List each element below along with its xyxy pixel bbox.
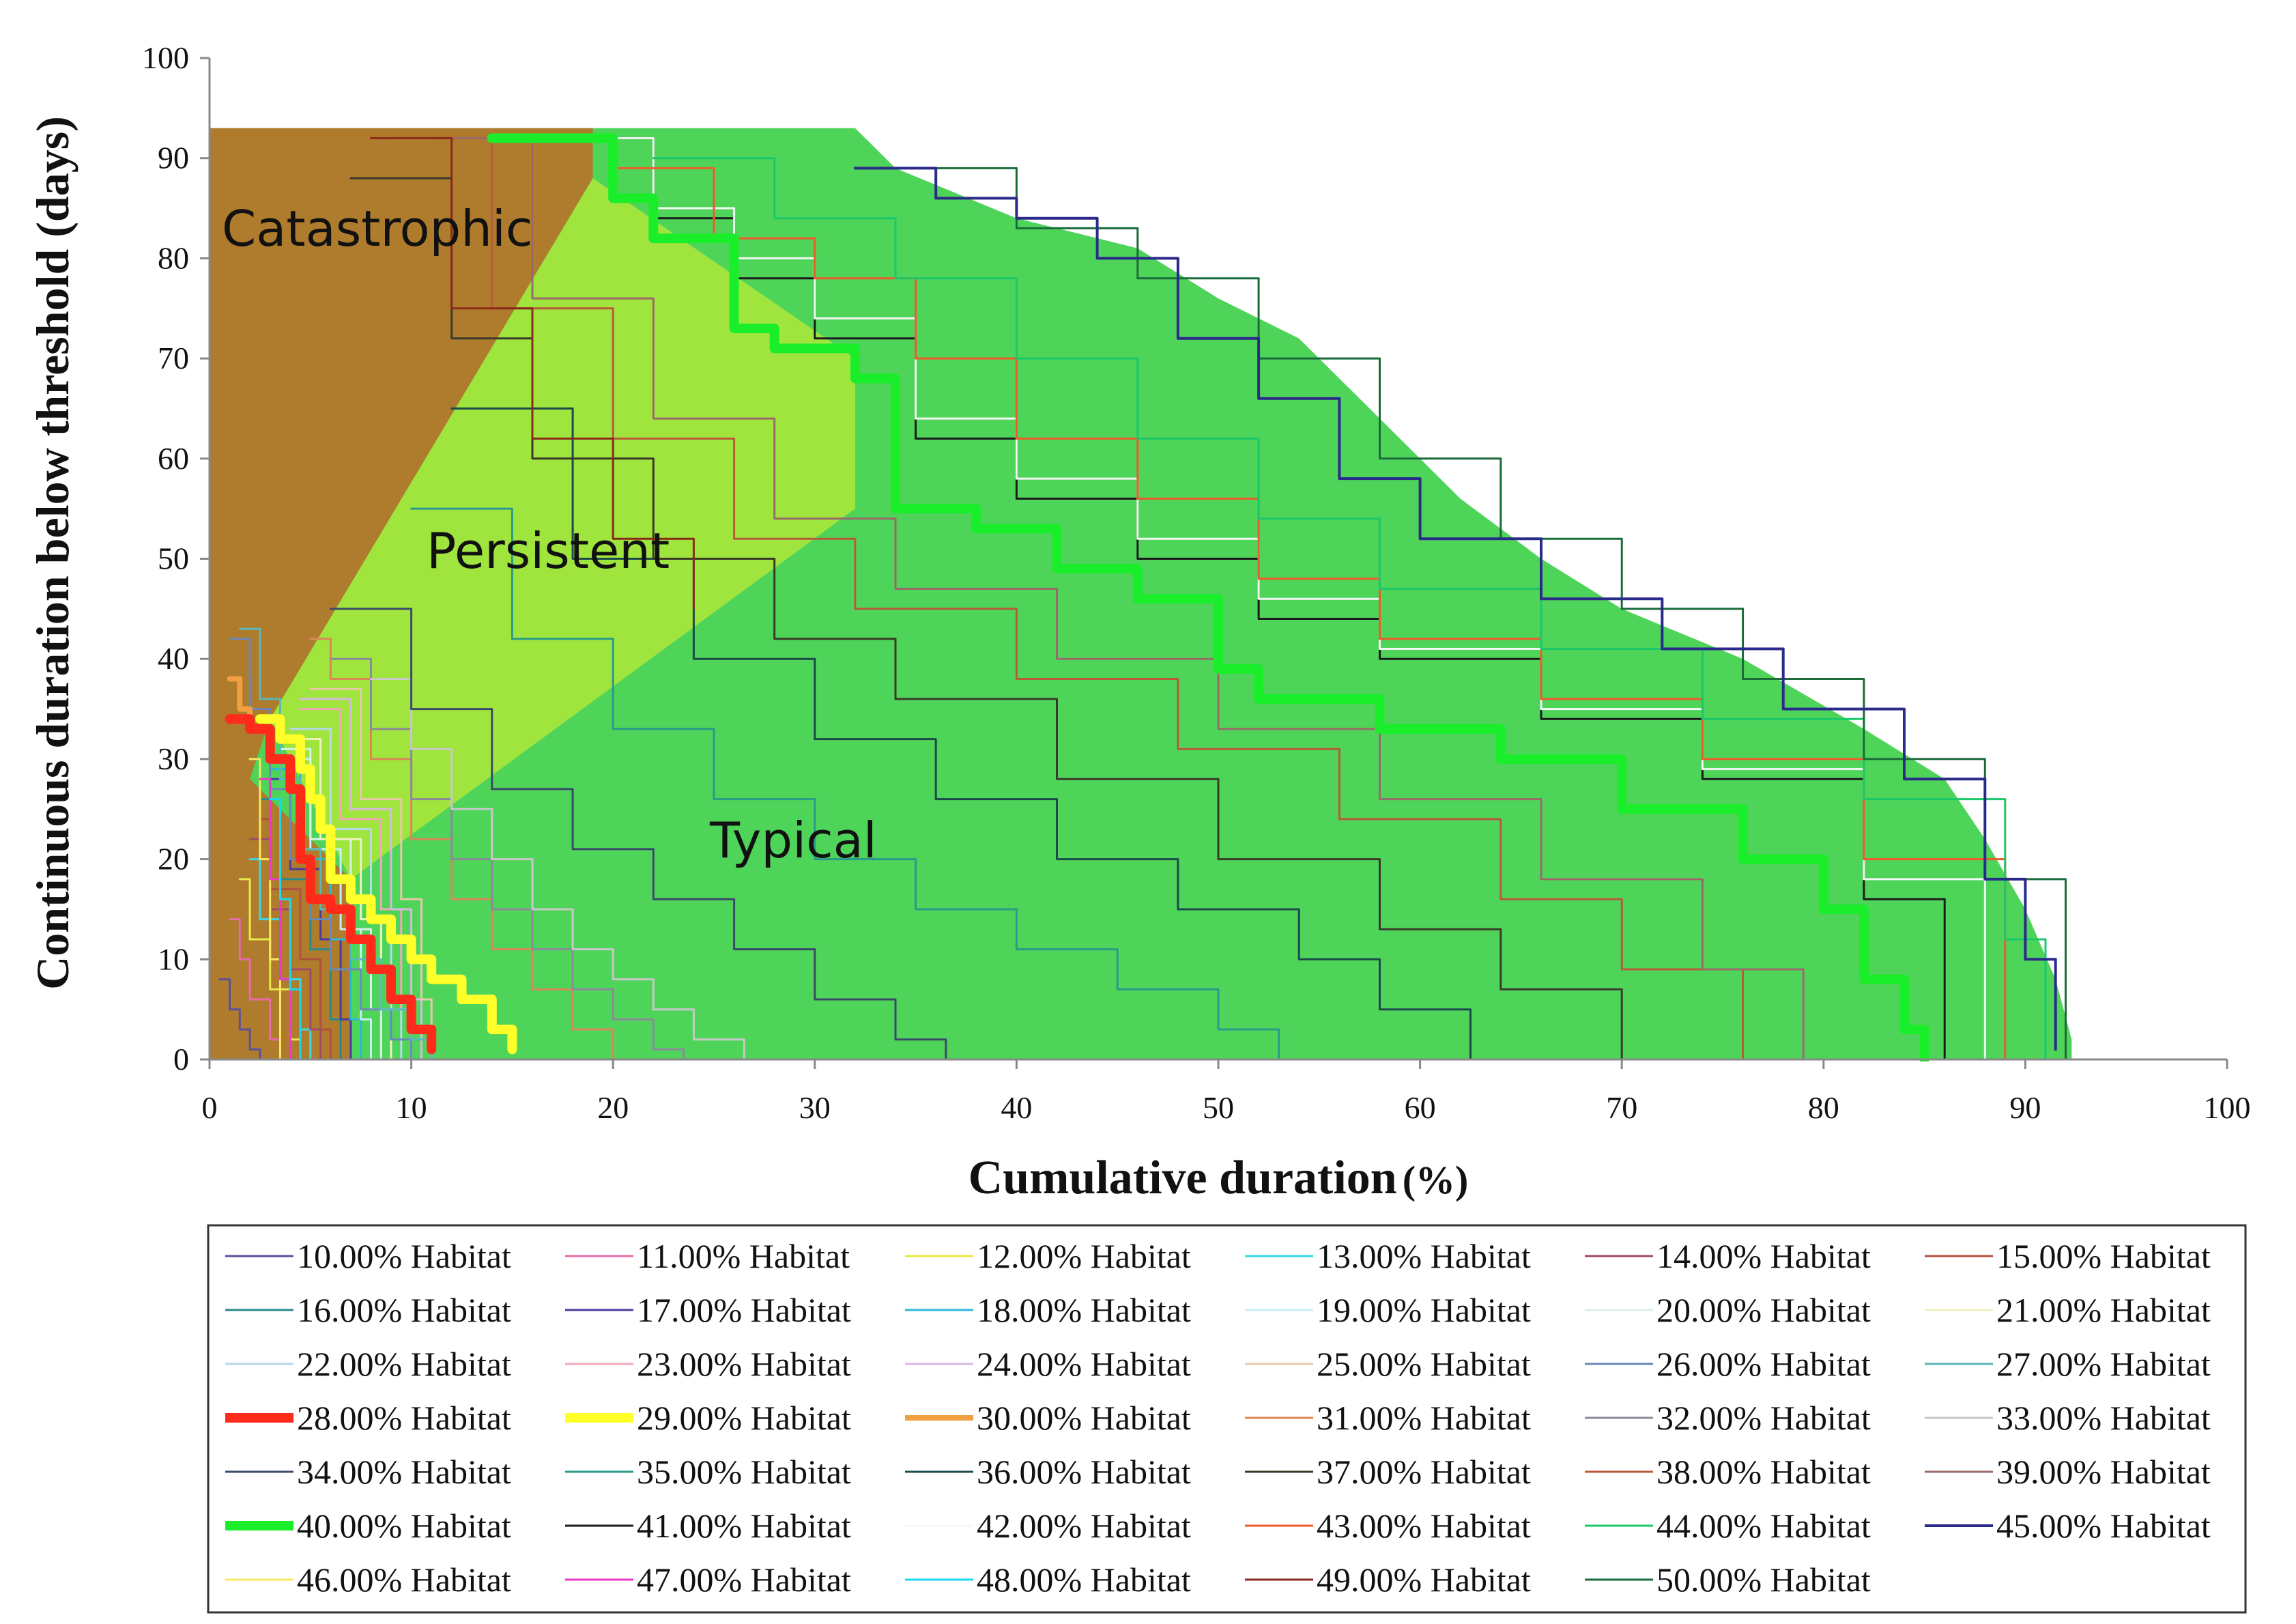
legend-label: 24.00% Habitat bbox=[977, 1345, 1191, 1383]
x-tick-label: 80 bbox=[1808, 1090, 1839, 1125]
legend-label: 37.00% Habitat bbox=[1317, 1453, 1531, 1491]
legend-label: 12.00% Habitat bbox=[977, 1237, 1191, 1275]
series-line-10pct bbox=[218, 978, 261, 1061]
legend-label: 42.00% Habitat bbox=[977, 1507, 1191, 1545]
x-tick-label: 30 bbox=[799, 1090, 831, 1125]
legend-label: 35.00% Habitat bbox=[637, 1453, 851, 1491]
series-line-31pct bbox=[309, 638, 614, 1061]
series-line-35pct bbox=[410, 507, 1280, 1061]
x-axis-ticks: 0 10 20 30 40 50 60 70 80 90 100 bbox=[202, 1059, 2251, 1125]
legend-label: 28.00% Habitat bbox=[297, 1399, 511, 1437]
y-tick-label: 30 bbox=[158, 741, 189, 776]
x-tick-label: 40 bbox=[1001, 1090, 1032, 1125]
legend-label: 23.00% Habitat bbox=[637, 1345, 851, 1383]
series-line-48pct bbox=[269, 798, 302, 1061]
series-line-25pct bbox=[309, 687, 433, 1061]
legend-label: 41.00% Habitat bbox=[637, 1507, 851, 1545]
legend-label: 25.00% Habitat bbox=[1317, 1345, 1531, 1383]
legend-label: 44.00% Habitat bbox=[1656, 1507, 1871, 1545]
series-line-39pct bbox=[430, 137, 1805, 1061]
legend-label: 34.00% Habitat bbox=[297, 1453, 511, 1491]
legend: 10.00% Habitat 11.00% Habitat 12.00% Habit… bbox=[225, 1237, 2211, 1599]
y-tick-label: 60 bbox=[158, 441, 189, 476]
legend-label: 27.00% Habitat bbox=[1996, 1345, 2211, 1383]
legend-label: 40.00% Habitat bbox=[297, 1507, 511, 1545]
legend-label: 50.00% Habitat bbox=[1656, 1561, 1871, 1599]
y-tick-label: 70 bbox=[158, 341, 189, 375]
legend-label: 22.00% Habitat bbox=[297, 1345, 511, 1383]
legend-label: 46.00% Habitat bbox=[297, 1561, 511, 1599]
x-axis-title-unit: (%) bbox=[1403, 1158, 1469, 1202]
legend-label: 45.00% Habitat bbox=[1996, 1507, 2211, 1545]
x-tick-label: 10 bbox=[396, 1090, 427, 1125]
legend-label: 32.00% Habitat bbox=[1656, 1399, 1871, 1437]
y-axis-ticks: 0 10 20 30 40 50 60 70 80 90 100 bbox=[142, 40, 210, 1077]
y-tick-label: 10 bbox=[158, 941, 189, 976]
persistent-region bbox=[270, 178, 855, 879]
legend-label: 20.00% Habitat bbox=[1656, 1291, 1871, 1329]
series-line-34pct bbox=[329, 608, 947, 1061]
y-tick-label: 80 bbox=[158, 240, 189, 275]
legend-label: 47.00% Habitat bbox=[637, 1561, 851, 1599]
legend-label: 48.00% Habitat bbox=[977, 1561, 1191, 1599]
series-line-26pct bbox=[229, 638, 413, 1061]
region-label-catastrophic: Catastrophic bbox=[222, 200, 532, 257]
legend-label: 38.00% Habitat bbox=[1656, 1453, 1871, 1491]
legend-label: 26.00% Habitat bbox=[1656, 1345, 1871, 1383]
legend-label: 36.00% Habitat bbox=[977, 1453, 1191, 1491]
legend-label: 29.00% Habitat bbox=[637, 1399, 851, 1437]
series-line-38pct bbox=[390, 137, 1745, 1061]
x-tick-label: 100 bbox=[2204, 1090, 2251, 1125]
x-tick-label: 0 bbox=[202, 1090, 218, 1125]
x-axis-title: Cumulative duration (%) bbox=[968, 1152, 1469, 1204]
y-tick-label: 0 bbox=[173, 1042, 189, 1077]
legend-label: 33.00% Habitat bbox=[1996, 1399, 2211, 1437]
series-line-40pct bbox=[487, 133, 1929, 1062]
y-axis-title: Continuous duration below threshold (day… bbox=[27, 116, 78, 990]
y-tick-label: 20 bbox=[158, 842, 189, 877]
y-tick-label: 90 bbox=[158, 141, 189, 175]
region-label-typical: Typical bbox=[709, 812, 877, 869]
legend-label: 21.00% Habitat bbox=[1996, 1291, 2211, 1329]
series-line-44pct bbox=[652, 157, 2047, 1061]
region-label-persistent: Persistent bbox=[427, 522, 670, 580]
series-line-45pct bbox=[853, 167, 2057, 1051]
catastrophic-region bbox=[210, 128, 593, 1060]
legend-label: 17.00% Habitat bbox=[637, 1291, 851, 1329]
x-tick-label: 20 bbox=[597, 1090, 629, 1125]
series-line-28pct bbox=[225, 714, 437, 1055]
legend-label: 19.00% Habitat bbox=[1317, 1291, 1531, 1329]
legend-label: 15.00% Habitat bbox=[1996, 1237, 2211, 1275]
x-tick-label: 70 bbox=[1606, 1090, 1637, 1125]
legend-label: 30.00% Habitat bbox=[977, 1399, 1191, 1437]
legend-label: 14.00% Habitat bbox=[1656, 1237, 1871, 1275]
series-line-49pct bbox=[370, 137, 695, 610]
legend-label: 11.00% Habitat bbox=[637, 1237, 850, 1275]
legend-box bbox=[207, 1224, 2247, 1614]
legend-label: 18.00% Habitat bbox=[977, 1291, 1191, 1329]
series-line-11pct bbox=[229, 918, 281, 1061]
series-lines bbox=[218, 133, 2067, 1062]
series-line-33pct bbox=[370, 678, 745, 1061]
legend-label: 31.00% Habitat bbox=[1317, 1399, 1531, 1437]
legend-label: 10.00% Habitat bbox=[297, 1237, 511, 1275]
series-line-12pct bbox=[238, 878, 302, 1061]
y-tick-label: 100 bbox=[142, 40, 189, 75]
legend-label: 13.00% Habitat bbox=[1317, 1237, 1531, 1275]
legend-label: 49.00% Habitat bbox=[1317, 1561, 1531, 1599]
y-tick-label: 40 bbox=[158, 641, 189, 676]
y-tick-label: 50 bbox=[158, 541, 189, 576]
x-axis-title-main: Cumulative duration bbox=[968, 1152, 1397, 1204]
x-tick-label: 60 bbox=[1405, 1090, 1436, 1125]
series-line-29pct bbox=[255, 714, 517, 1055]
legend-label: 16.00% Habitat bbox=[297, 1291, 511, 1329]
legend-label: 43.00% Habitat bbox=[1317, 1507, 1531, 1545]
legend-label: 39.00% Habitat bbox=[1996, 1453, 2211, 1491]
series-line-24pct bbox=[299, 698, 422, 1061]
x-tick-label: 90 bbox=[2009, 1090, 2041, 1125]
x-tick-label: 50 bbox=[1203, 1090, 1234, 1125]
